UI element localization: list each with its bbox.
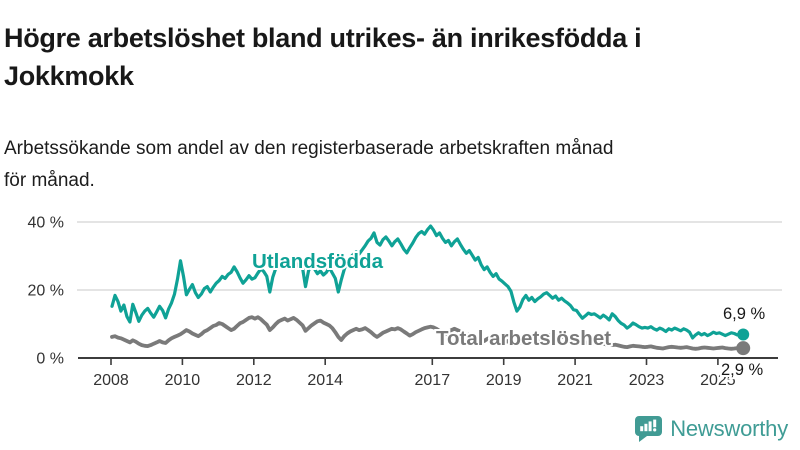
newsworthy-wordmark: Newsworthy — [670, 416, 788, 441]
newsworthy-logo: Newsworthy — [634, 415, 788, 443]
x-axis-label-2014: 2014 — [307, 372, 343, 389]
chart-subtitle: Arbetssökande som andel av den registerb… — [4, 138, 614, 191]
x-axis-label-2017: 2017 — [415, 372, 451, 389]
x-axis-label-2010: 2010 — [165, 372, 201, 389]
x-axis-label-2023: 2023 — [629, 372, 665, 389]
x-axis-label-2025: 2025 — [700, 372, 736, 389]
end-value-label-utlandsfodda: 6,9 % — [723, 305, 766, 323]
end-value-label-total-arbetsloshet: 2,9 % — [721, 361, 764, 379]
y-axis-label-40: 40 % — [28, 215, 64, 232]
x-axis-label-2021: 2021 — [557, 372, 593, 389]
end-dot-total-arbetsloshet — [736, 341, 751, 356]
y-axis-label-0: 0 % — [36, 351, 64, 368]
line-chart: 0 % 20 % 40 % 2008 2010 2012 2014 2017 2019 2021 2… — [0, 195, 800, 410]
x-axis-label-2012: 2012 — [236, 372, 272, 389]
x-axis-label-2008: 2008 — [93, 372, 129, 389]
series-label-utlandsfodda: Utlandsfödda — [252, 250, 384, 273]
bar-chart-speech-bubble-icon — [635, 416, 663, 442]
series-line-total-arbetsloshet — [110, 315, 746, 351]
y-axis-label-20: 20 % — [28, 283, 64, 300]
x-axis-label-2019: 2019 — [486, 372, 522, 389]
series-label-total-arbetsloshet: Total arbetslöshet — [436, 327, 611, 350]
unemployment-line-chart-svg: 0 % 20 % 40 % 2008 2010 2012 2014 2017 2019 2021 2… — [28, 215, 782, 389]
page-title: Högre arbetslöshet bland utrikes- än inr… — [4, 23, 642, 91]
end-dot-utlandsfodda — [737, 328, 750, 341]
series-line-utlandsfodda — [110, 224, 745, 340]
